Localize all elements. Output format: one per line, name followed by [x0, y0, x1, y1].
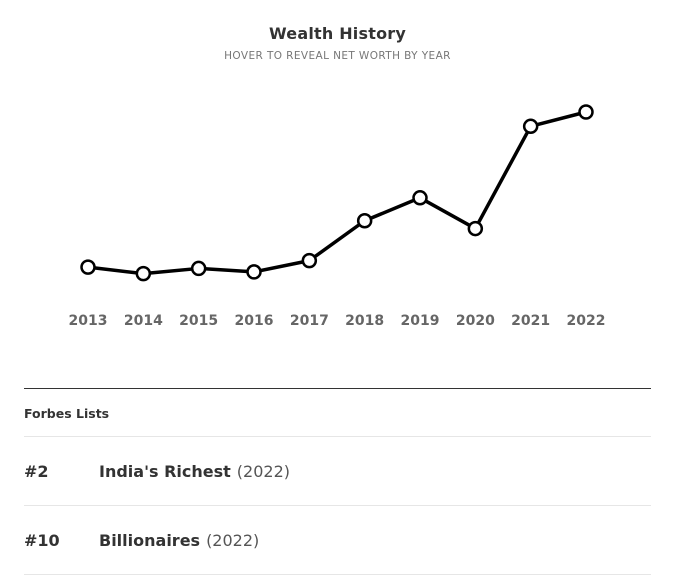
x-tick-label: 2020: [456, 313, 495, 329]
list-rank: #10: [24, 530, 60, 550]
data-point-2022[interactable]: [578, 104, 594, 120]
x-tick-label: 2014: [124, 313, 163, 329]
x-tick-label: 2013: [69, 313, 108, 329]
wealth-history-chart[interactable]: 2013 2014 2015 2016 2017 2018 2019 2020 2021 2022: [0, 60, 675, 350]
data-point-2019[interactable]: [412, 190, 428, 206]
x-tick-label: 2018: [345, 313, 384, 329]
list-year: (2022): [236, 461, 290, 481]
list-year: (2022): [206, 530, 260, 550]
list-name[interactable]: Billionaires: [99, 530, 201, 550]
x-tick-label: 2017: [290, 313, 329, 329]
series-line: [87, 110, 587, 276]
list-item[interactable]: #2 India's Richest (2022): [24, 437, 651, 506]
x-tick-label: 2016: [235, 313, 274, 329]
data-point-2017[interactable]: [301, 252, 318, 269]
data-point-2018[interactable]: [356, 213, 373, 229]
data-point-2016[interactable]: [246, 264, 262, 280]
forbes-lists: Forbes Lists #2 India's Richest (2022) #…: [24, 388, 651, 575]
data-point-2015[interactable]: [190, 260, 207, 277]
list-rank: #2: [24, 461, 49, 481]
forbes-lists-heading: Forbes Lists: [24, 389, 651, 437]
chart-header: Wealth History HOVER TO REVEAL NET WORTH…: [0, 24, 675, 62]
data-point-2013[interactable]: [80, 259, 96, 275]
chart-title: Wealth History: [269, 24, 406, 43]
x-tick-label: 2019: [401, 313, 440, 329]
x-tick-label: 2022: [567, 313, 606, 329]
list-item[interactable]: #10 Billionaires (2022): [24, 506, 651, 575]
list-name[interactable]: India's Richest: [99, 461, 231, 481]
data-point-2021[interactable]: [522, 118, 539, 135]
data-point-2014[interactable]: [135, 265, 152, 282]
chart-subtitle: HOVER TO REVEAL NET WORTH BY YEAR: [224, 50, 451, 62]
x-tick-label: 2021: [511, 313, 550, 329]
data-point-2020[interactable]: [467, 220, 484, 237]
x-tick-label: 2015: [179, 313, 218, 329]
